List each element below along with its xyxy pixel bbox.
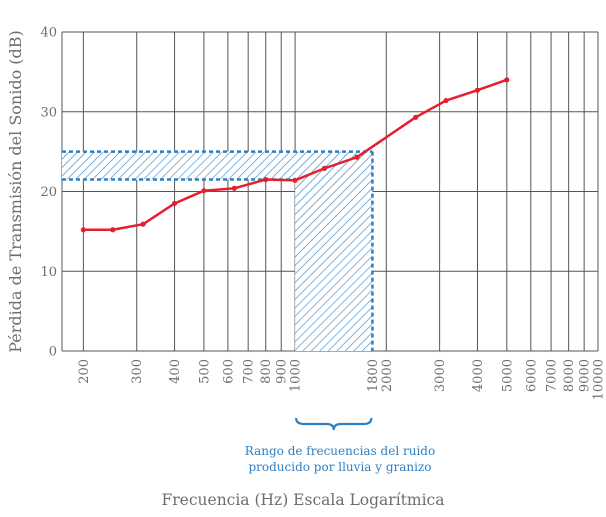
db-range-band <box>62 151 373 180</box>
frequency-range-annotation: Rango de frecuencias del ruido producido… <box>180 443 500 475</box>
y-tick-label: 30 <box>40 105 57 120</box>
x-tick-label: 6000 <box>524 359 539 392</box>
y-tick-label: 0 <box>49 345 57 360</box>
x-tick-label: 500 <box>197 359 212 384</box>
y-axis-title: Pérdida de Transmisión del Sonido (dB) <box>6 30 25 353</box>
data-point <box>263 176 269 183</box>
data-point <box>504 77 510 83</box>
data-point <box>171 200 178 207</box>
x-tick-label: 3000 <box>433 359 448 392</box>
data-point <box>474 87 481 93</box>
data-point <box>354 154 360 160</box>
x-tick-label: 10000 <box>592 359 606 400</box>
x-tick-label: 200 <box>77 359 92 384</box>
x-tick-label: 400 <box>168 359 183 384</box>
x-tick-label: 9000 <box>578 359 593 392</box>
data-point <box>80 227 86 233</box>
data-point <box>110 227 116 233</box>
x-tick-label: 7000 <box>545 359 560 392</box>
data-point <box>201 188 207 194</box>
x-tick-label: 5000 <box>500 359 515 392</box>
series-line <box>83 78 508 232</box>
x-tick-label: 1800 <box>366 359 381 392</box>
y-tick-label: 10 <box>40 265 57 280</box>
data-point <box>443 97 449 104</box>
data-point <box>292 177 298 183</box>
x-tick-label: 700 <box>242 359 257 384</box>
x-tick-label: 2000 <box>380 359 395 392</box>
data-point <box>140 221 146 227</box>
x-tick-label: 800 <box>259 359 274 384</box>
x-tick-label: 4000 <box>471 359 486 392</box>
y-tick-label: 40 <box>40 26 57 41</box>
annotation-line-2: producido por lluvia y granizo <box>248 460 432 474</box>
x-tick-label: 600 <box>221 359 236 384</box>
data-point <box>413 114 419 120</box>
y-tick-label: 20 <box>40 185 57 200</box>
data-point <box>321 165 328 171</box>
range-brace <box>294 417 373 431</box>
x-tick-label: 900 <box>275 359 290 384</box>
x-axis-title: Frecuencia (Hz) Escala Logarítmica <box>161 491 445 509</box>
frequency-range-band <box>295 179 373 351</box>
x-tick-label: 300 <box>130 359 145 384</box>
x-tick-label: 8000 <box>562 359 577 392</box>
annotation-line-1: Rango de frecuencias del ruido <box>244 444 436 458</box>
data-point <box>231 185 237 191</box>
x-tick-label: 1000 <box>289 359 304 392</box>
